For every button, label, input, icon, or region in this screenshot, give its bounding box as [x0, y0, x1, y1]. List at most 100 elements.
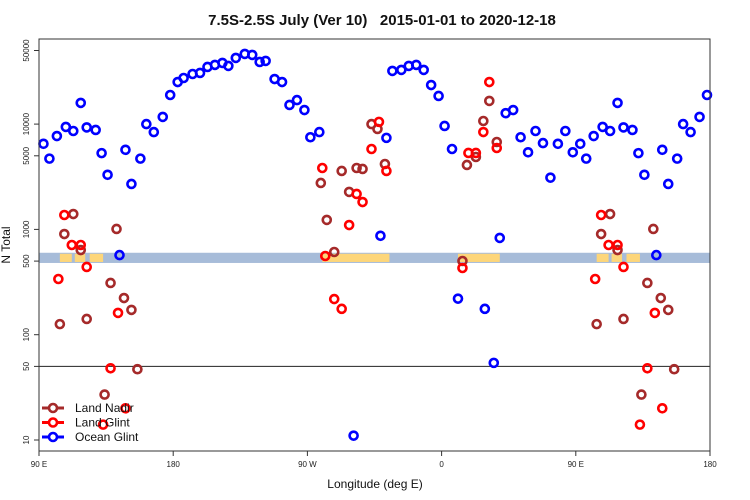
legend-marker [47, 417, 59, 428]
data-point [38, 138, 49, 150]
data-point [639, 169, 650, 181]
data-point [530, 125, 541, 137]
data-point [589, 273, 601, 285]
data-point [470, 151, 482, 163]
data-point [373, 116, 385, 128]
data-point [694, 111, 705, 123]
data-point [81, 313, 93, 325]
data-point [351, 162, 362, 174]
data-point [66, 239, 78, 251]
data-point [612, 244, 623, 256]
data-point [636, 389, 647, 400]
data-point [461, 159, 473, 171]
data-point [75, 97, 87, 109]
data-point [580, 153, 592, 164]
land-segment [596, 253, 609, 262]
data-point [671, 153, 683, 164]
data-point [642, 362, 653, 374]
data-point [132, 363, 143, 375]
data-point [677, 118, 689, 130]
data-point [484, 76, 495, 88]
data-point [319, 250, 331, 262]
legend-item-land-nadir: Land Nadir [42, 401, 134, 415]
data-point [478, 115, 489, 127]
data-point [305, 131, 316, 143]
data-point [685, 126, 696, 138]
legend-label: Land Glint [75, 416, 130, 430]
data-point [662, 304, 674, 316]
legend-marker [47, 402, 59, 414]
y-axis-ticks: 10 50 100 500 1000 5000 10000 50000 [22, 39, 39, 444]
x-tick-label: 180 [703, 460, 717, 469]
data-point [53, 273, 64, 285]
data-point [567, 146, 579, 158]
data-point [328, 246, 340, 258]
data-point [126, 304, 137, 316]
land-segment [626, 253, 640, 262]
data-point [51, 130, 63, 142]
data-point [81, 261, 93, 273]
data-point [633, 147, 644, 159]
land-segment [458, 253, 500, 262]
data-point [591, 318, 602, 330]
data-point [118, 292, 130, 304]
data-point [452, 293, 464, 304]
data-point [656, 403, 668, 414]
data-point [410, 59, 422, 71]
data-point [178, 72, 189, 84]
data-point [105, 277, 116, 289]
data-point [315, 177, 327, 189]
data-point [67, 125, 79, 137]
data-point [612, 239, 623, 251]
data-point [418, 64, 430, 76]
data-point [491, 136, 503, 148]
data-point [488, 357, 500, 369]
data-point [90, 124, 101, 136]
chart-title: 7.5S-2.5S July (Ver 10) 2015-01-01 to 20… [208, 12, 556, 29]
data-point [651, 249, 662, 261]
data-point [96, 147, 107, 159]
data-point [560, 125, 571, 137]
data-point [484, 95, 495, 107]
data-point [120, 144, 131, 156]
data-point [284, 99, 295, 111]
data-point [701, 89, 713, 101]
series-ocean-glint [38, 48, 713, 441]
data-point [552, 138, 564, 150]
data-point [336, 303, 347, 315]
land-segment [89, 253, 104, 262]
data-point [618, 313, 629, 325]
data-point [317, 162, 328, 174]
x-tick-label: 90 E [31, 460, 47, 469]
land-segment [74, 253, 86, 262]
data-point [230, 52, 242, 64]
data-point [112, 307, 124, 319]
data-point [457, 262, 468, 274]
legend-label: Ocean Glint [75, 430, 139, 444]
data-point [60, 121, 72, 133]
data-point [366, 143, 377, 155]
data-point [291, 94, 303, 106]
data-point [537, 137, 549, 149]
data-point [668, 363, 680, 375]
x-tick-label: 0 [439, 460, 444, 469]
data-points [38, 48, 713, 441]
data-point [223, 60, 234, 72]
data-point [164, 89, 176, 101]
data-point [67, 208, 79, 220]
legend-label: Land Nadir [75, 401, 134, 415]
data-point [59, 209, 70, 221]
x-tick-label: 90 E [568, 460, 584, 469]
x-tick-label: 180 [167, 460, 181, 469]
data-point [604, 208, 616, 220]
data-point [97, 419, 109, 430]
data-point [343, 219, 355, 231]
data-point [522, 146, 534, 158]
data-point [425, 79, 437, 91]
data-point [491, 142, 503, 154]
data-point [479, 303, 491, 315]
data-point [627, 124, 638, 136]
x-tick-label: 90 W [298, 460, 317, 469]
data-point [433, 90, 444, 102]
